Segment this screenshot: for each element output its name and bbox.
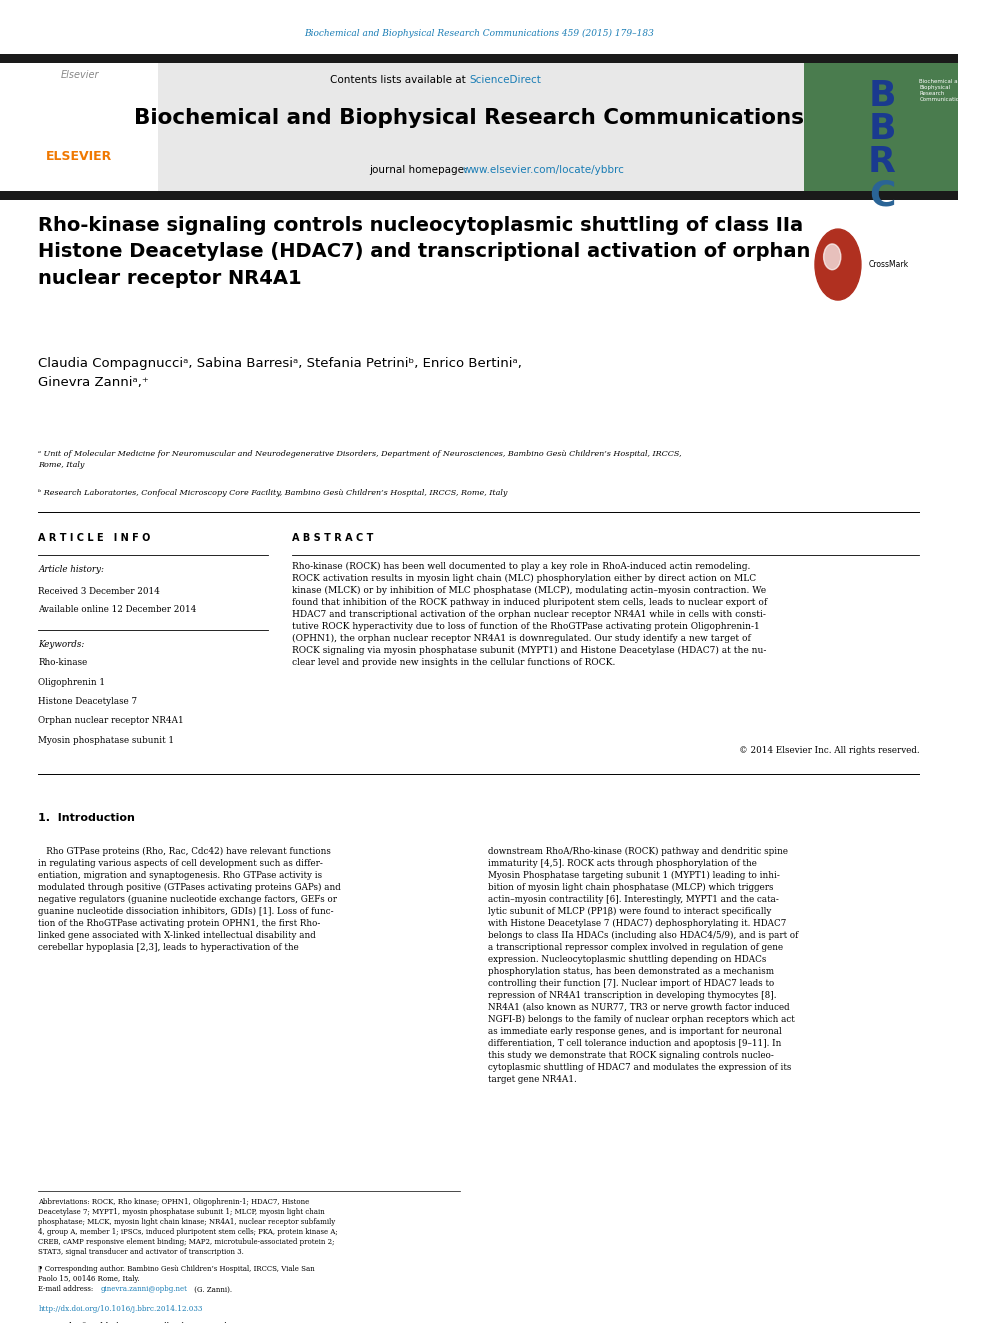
- Text: Rho-kinase (ROCK) has been well documented to play a key role in RhoA-induced ac: Rho-kinase (ROCK) has been well document…: [292, 561, 767, 667]
- Text: Rho GTPase proteins (Rho, Rac, Cdc42) have relevant functions
in regulating vari: Rho GTPase proteins (Rho, Rac, Cdc42) ha…: [39, 847, 341, 951]
- Text: Abbreviations: ROCK, Rho kinase; OPHN1, Oligophrenin-1; HDAC7, Histone
Deacetyla: Abbreviations: ROCK, Rho kinase; OPHN1, …: [39, 1197, 338, 1256]
- Text: Biochemical and Biophysical Research Communications 459 (2015) 179–183: Biochemical and Biophysical Research Com…: [304, 28, 654, 37]
- Text: ᵃ Unit of Molecular Medicine for Neuromuscular and Neurodegenerative Disorders, : ᵃ Unit of Molecular Medicine for Neuromu…: [39, 450, 682, 468]
- Text: Elsevier: Elsevier: [61, 70, 99, 79]
- Text: Biochemical and Biophysical Research Communications: Biochemical and Biophysical Research Com…: [134, 108, 805, 128]
- Text: Claudia Compagnucciᵃ, Sabina Barresiᵃ, Stefania Petriniᵇ, Enrico Bertiniᵃ,
Ginev: Claudia Compagnucciᵃ, Sabina Barresiᵃ, S…: [39, 357, 522, 389]
- Text: Keywords:: Keywords:: [39, 640, 84, 650]
- Text: Contents lists available at: Contents lists available at: [330, 74, 469, 85]
- Bar: [0, 191, 957, 200]
- Text: Article history:: Article history:: [39, 565, 104, 574]
- Ellipse shape: [815, 229, 861, 300]
- Text: E-mail address:: E-mail address:: [39, 1286, 96, 1294]
- Text: A R T I C L E   I N F O: A R T I C L E I N F O: [39, 533, 151, 542]
- Text: Histone Deacetylase 7: Histone Deacetylase 7: [39, 697, 138, 706]
- Text: http://dx.doi.org/10.1016/j.bbrc.2014.12.033: http://dx.doi.org/10.1016/j.bbrc.2014.12…: [39, 1304, 202, 1312]
- Bar: [0, 54, 957, 64]
- Text: ELSEVIER: ELSEVIER: [47, 149, 113, 163]
- Text: Biochemical and
Biophysical
Research
Communications: Biochemical and Biophysical Research Com…: [920, 78, 966, 102]
- Text: journal homepage:: journal homepage:: [369, 165, 470, 176]
- Text: Orphan nuclear receptor NR4A1: Orphan nuclear receptor NR4A1: [39, 716, 184, 725]
- Text: downstream RhoA/Rho-kinase (ROCK) pathway and dendritic spine
immaturity [4,5]. : downstream RhoA/Rho-kinase (ROCK) pathwa…: [488, 847, 799, 1084]
- Text: Rho-kinase: Rho-kinase: [39, 658, 87, 667]
- Text: Available online 12 December 2014: Available online 12 December 2014: [39, 605, 196, 614]
- Text: C: C: [869, 179, 895, 212]
- Text: 0006-291X/© 2014 Elsevier Inc. All rights reserved.: 0006-291X/© 2014 Elsevier Inc. All right…: [39, 1322, 229, 1323]
- Text: ᵇ Research Laboratories, Confocal Microscopy Core Facility, Bambino Gesù Childre: ᵇ Research Laboratories, Confocal Micros…: [39, 490, 508, 497]
- Text: R: R: [868, 146, 896, 179]
- Text: (G. Zanni).: (G. Zanni).: [191, 1286, 232, 1294]
- Text: Oligophrenin 1: Oligophrenin 1: [39, 677, 105, 687]
- Ellipse shape: [823, 243, 841, 270]
- Text: ginevra.zanni@opbg.net: ginevra.zanni@opbg.net: [100, 1286, 187, 1294]
- Bar: [0, 64, 158, 191]
- Text: Received 3 December 2014: Received 3 December 2014: [39, 587, 160, 597]
- Text: CrossMark: CrossMark: [869, 261, 909, 269]
- Text: Rho-kinase signaling controls nucleocytoplasmic shuttling of class IIa
Histone D: Rho-kinase signaling controls nucleocyto…: [39, 216, 810, 287]
- Text: ScienceDirect: ScienceDirect: [469, 74, 541, 85]
- Bar: [805, 64, 957, 191]
- Text: A B S T R A C T: A B S T R A C T: [292, 533, 373, 542]
- Bar: [158, 64, 805, 191]
- Text: B: B: [868, 78, 896, 112]
- Text: www.elsevier.com/locate/ybbrc: www.elsevier.com/locate/ybbrc: [462, 165, 624, 176]
- Text: B: B: [868, 111, 896, 146]
- Text: 1.  Introduction: 1. Introduction: [39, 814, 135, 823]
- Text: Myosin phosphatase subunit 1: Myosin phosphatase subunit 1: [39, 736, 175, 745]
- Text: © 2014 Elsevier Inc. All rights reserved.: © 2014 Elsevier Inc. All rights reserved…: [739, 746, 920, 755]
- Text: ⁋ Corresponding author. Bambino Gesù Children’s Hospital, IRCCS, Viale San
Paolo: ⁋ Corresponding author. Bambino Gesù Chi…: [39, 1265, 315, 1283]
